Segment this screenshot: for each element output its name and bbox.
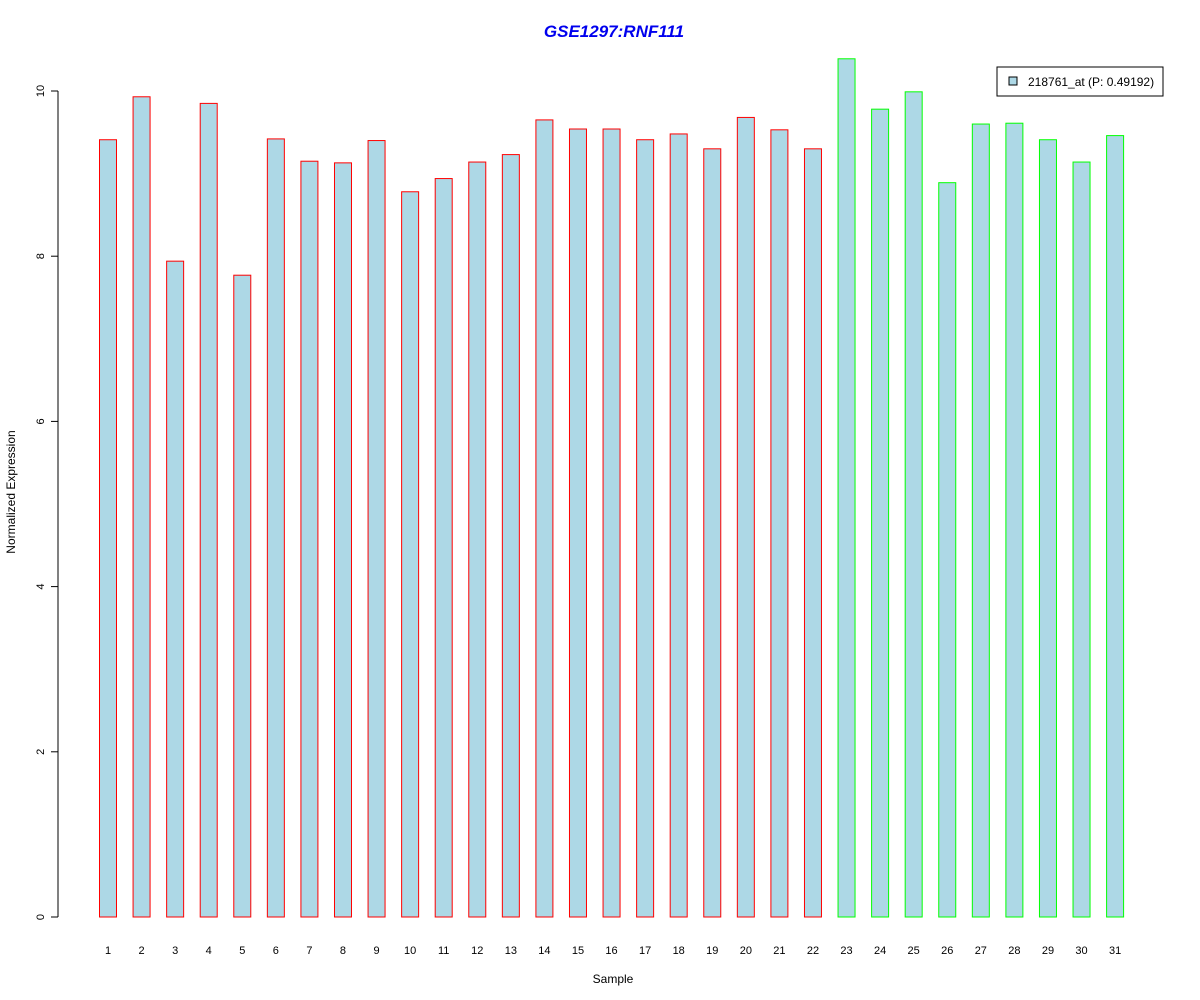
x-tick-label: 1 [105, 945, 111, 957]
y-tick-label: 2 [35, 749, 47, 755]
legend-label: 218761_at (P: 0.49192) [1028, 75, 1154, 89]
y-tick-label: 6 [35, 418, 47, 424]
x-tick-label: 5 [239, 945, 245, 957]
bar [1038, 139, 1057, 918]
y-tick-label: 4 [35, 584, 47, 590]
chart-title: GSE1297:RNF111 [544, 22, 684, 41]
x-tick-labels: 1 2 3 4 5 6 7 8 9 10 11 12 13 14 15 16 17 18 19 20 21 22 23 24 2… [105, 945, 1121, 957]
bar [233, 274, 252, 918]
bar [971, 123, 990, 918]
bar [166, 260, 185, 918]
x-tick-label: 10 [404, 945, 416, 957]
bar [199, 102, 218, 918]
x-tick-label: 30 [1075, 945, 1087, 957]
x-tick-label: 28 [1008, 945, 1020, 957]
x-tick-label: 7 [306, 945, 312, 957]
bar [669, 133, 688, 918]
bar [770, 129, 789, 918]
bar [468, 161, 487, 918]
x-tick-label: 26 [941, 945, 953, 957]
bar [871, 108, 890, 918]
bar [434, 178, 453, 918]
x-tick-label: 9 [373, 945, 379, 957]
x-tick-label: 31 [1109, 945, 1121, 957]
y-tick-label: 0 [35, 914, 47, 920]
x-tick-label: 4 [206, 945, 212, 957]
bar [568, 128, 587, 918]
x-tick-label: 21 [773, 945, 785, 957]
bar [938, 182, 957, 918]
x-axis-label: Sample [593, 972, 634, 986]
bar [602, 128, 621, 918]
x-tick-label: 24 [874, 945, 886, 957]
bar [99, 139, 117, 918]
x-tick-label: 16 [605, 945, 617, 957]
bar [300, 160, 319, 918]
x-tick-label: 3 [172, 945, 178, 957]
x-tick-label: 14 [538, 945, 550, 957]
bar [401, 191, 420, 918]
bar [266, 138, 285, 918]
x-tick-label: 20 [740, 945, 752, 957]
bar [1072, 161, 1091, 918]
x-tick-label: 29 [1042, 945, 1054, 957]
bar [703, 148, 722, 918]
bar [803, 148, 822, 918]
x-tick-label: 27 [975, 945, 987, 957]
x-tick-label: 12 [471, 945, 483, 957]
x-tick-label: 17 [639, 945, 651, 957]
bar [837, 58, 856, 918]
y-tick-label: 10 [35, 85, 47, 97]
y-axis-label: Normalized Expression [4, 430, 18, 553]
legend-swatch [1008, 76, 1018, 86]
x-tick-label: 6 [273, 945, 279, 957]
x-tick-label: 8 [340, 945, 346, 957]
y-tick-label: 8 [35, 253, 47, 259]
bar [736, 116, 755, 918]
x-tick-label: 23 [840, 945, 852, 957]
x-tick-label: 13 [505, 945, 517, 957]
bar [535, 119, 554, 918]
bar [1106, 135, 1125, 918]
x-tick-label: 15 [572, 945, 584, 957]
bar [501, 154, 520, 918]
bar [333, 162, 352, 918]
bars [99, 58, 1125, 918]
legend-box [996, 66, 1164, 97]
bar [367, 140, 386, 918]
bar [904, 91, 923, 918]
x-tick-label: 25 [908, 945, 920, 957]
bar [1005, 122, 1024, 918]
bar [636, 139, 655, 918]
bar [132, 96, 151, 918]
x-tick-label: 19 [706, 945, 718, 957]
x-tick-label: 2 [139, 945, 145, 957]
legend: 218761_at (P: 0.49192) [996, 66, 1164, 97]
y-axis: 0 2 4 6 8 10 [35, 85, 59, 920]
x-tick-label: 18 [673, 945, 685, 957]
x-tick-label: 22 [807, 945, 819, 957]
x-tick-label: 11 [438, 945, 449, 957]
